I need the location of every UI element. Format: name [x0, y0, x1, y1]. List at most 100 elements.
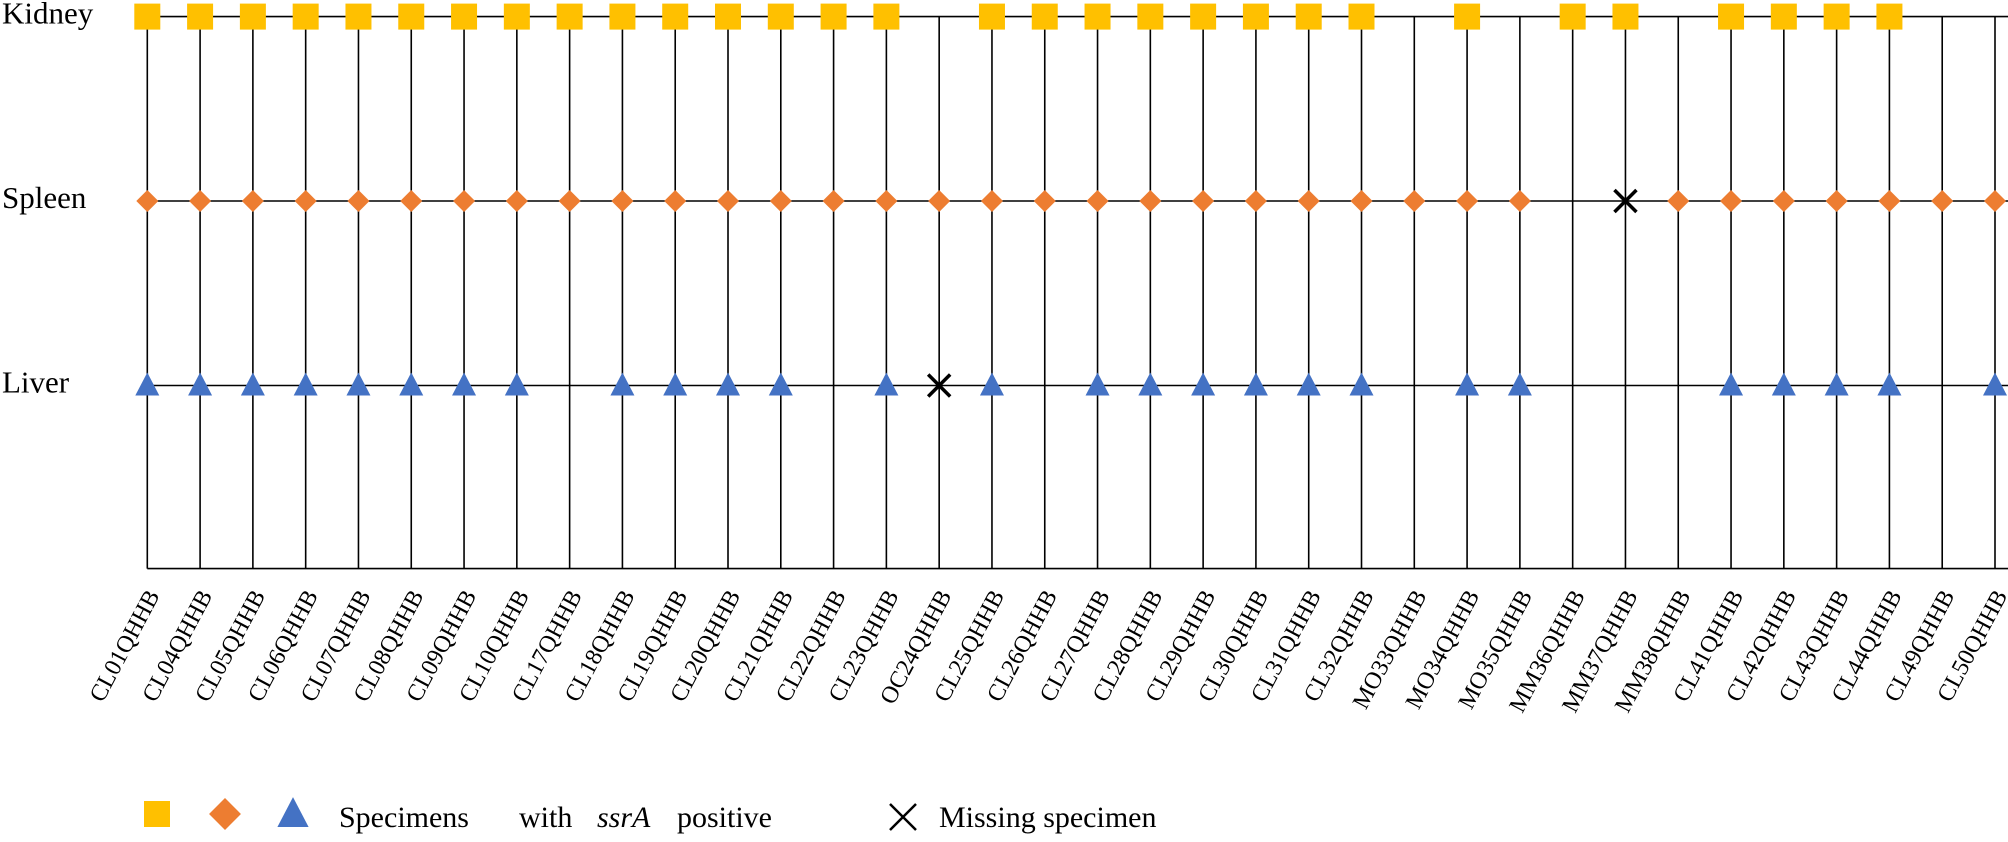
- marker-diamond: [875, 190, 898, 212]
- marker-triangle: [610, 372, 635, 396]
- marker-square: [767, 3, 794, 30]
- marker-square: [1348, 3, 1375, 30]
- missing-marker: [1613, 188, 1638, 214]
- marker-diamond: [1720, 190, 1743, 212]
- marker-diamond: [1297, 190, 1320, 212]
- marker-triangle: [293, 372, 318, 396]
- legend-text: Specimens: [339, 801, 469, 834]
- marker-square: [503, 3, 530, 30]
- marker-square: [1612, 3, 1639, 30]
- marker-diamond: [1667, 190, 1690, 212]
- marker-triangle: [1349, 372, 1374, 396]
- marker-triangle: [663, 372, 688, 396]
- marker-diamond: [1456, 190, 1479, 212]
- marker-square: [1190, 3, 1217, 30]
- marker-square: [1770, 3, 1797, 30]
- marker-diamond: [1878, 190, 1901, 212]
- marker-diamond: [664, 190, 687, 212]
- marker-triangle: [768, 372, 793, 396]
- missing-marker: [926, 373, 952, 398]
- marker-square: [1454, 3, 1481, 30]
- marker-triangle: [1877, 372, 1902, 396]
- row-label: Liver: [2, 365, 70, 400]
- marker-triangle: [1719, 372, 1744, 396]
- marker-diamond: [769, 190, 792, 212]
- marker-square: [1559, 3, 1586, 30]
- legend-diamond: [209, 798, 241, 830]
- marker-diamond: [717, 190, 740, 212]
- marker-square: [556, 3, 583, 30]
- marker-square: [1242, 3, 1269, 30]
- marker-square: [1084, 3, 1111, 30]
- marker-diamond: [1403, 190, 1426, 212]
- marker-diamond: [1508, 190, 1531, 212]
- marker-square: [1137, 3, 1164, 30]
- marker-diamond: [611, 190, 634, 212]
- legend-text: ssrA: [597, 801, 651, 834]
- marker-triangle: [1507, 372, 1532, 396]
- marker-square: [873, 3, 900, 30]
- marker-diamond: [1350, 190, 1373, 212]
- marker-triangle: [1455, 372, 1480, 396]
- legend-text: with: [519, 801, 572, 834]
- marker-square: [978, 3, 1005, 30]
- marker-triangle: [1191, 372, 1216, 396]
- marker-triangle: [240, 372, 265, 396]
- legend-text: positive: [677, 801, 772, 834]
- marker-triangle: [716, 372, 741, 396]
- row-label: Kidney: [2, 0, 94, 31]
- marker-square: [662, 3, 689, 30]
- marker-triangle: [1771, 372, 1796, 396]
- marker-diamond: [1244, 190, 1267, 212]
- marker-diamond: [136, 190, 159, 212]
- marker-diamond: [505, 190, 528, 212]
- marker-square: [715, 3, 742, 30]
- marker-square: [134, 3, 161, 30]
- marker-square: [820, 3, 847, 30]
- marker-diamond: [1192, 190, 1215, 212]
- marker-square: [239, 3, 266, 30]
- marker-square: [451, 3, 478, 30]
- marker-triangle: [1824, 372, 1849, 396]
- legend-text: Missing specimen: [939, 801, 1157, 834]
- marker-triangle: [399, 372, 424, 396]
- marker-triangle: [188, 372, 213, 396]
- marker-square: [398, 3, 425, 30]
- marker-triangle: [504, 372, 529, 396]
- legend-triangle: [277, 797, 309, 827]
- legend-missing-icon: [889, 803, 917, 831]
- marker-square: [609, 3, 636, 30]
- marker-diamond: [400, 190, 423, 212]
- marker-square: [1823, 3, 1850, 30]
- marker-diamond: [241, 190, 264, 212]
- marker-triangle: [979, 372, 1004, 396]
- marker-diamond: [558, 190, 581, 212]
- marker-triangle: [1243, 372, 1268, 396]
- marker-square: [345, 3, 372, 30]
- marker-triangle: [1983, 372, 2007, 396]
- marker-diamond: [1931, 190, 1954, 212]
- marker-square: [1295, 3, 1322, 30]
- marker-square: [1718, 3, 1745, 30]
- marker-triangle: [1296, 372, 1321, 396]
- marker-triangle: [874, 372, 899, 396]
- marker-diamond: [1772, 190, 1795, 212]
- marker-triangle: [452, 372, 477, 396]
- marker-diamond: [980, 190, 1003, 212]
- marker-diamond: [1086, 190, 1109, 212]
- marker-diamond: [294, 190, 317, 212]
- legend: Specimens with ssrA positive Missing spe…: [144, 797, 1157, 834]
- grid: [146, 15, 2008, 570]
- marker-square: [1031, 3, 1058, 30]
- marker-diamond: [822, 190, 845, 212]
- marker-square: [187, 3, 214, 30]
- marker-diamond: [453, 190, 476, 212]
- row-label: Spleen: [2, 180, 87, 215]
- legend-square: [144, 801, 170, 827]
- marker-triangle: [1085, 372, 1110, 396]
- marker-triangle: [346, 372, 371, 396]
- marker-diamond: [347, 190, 370, 212]
- marker-square: [292, 3, 319, 30]
- marker-diamond: [928, 190, 951, 212]
